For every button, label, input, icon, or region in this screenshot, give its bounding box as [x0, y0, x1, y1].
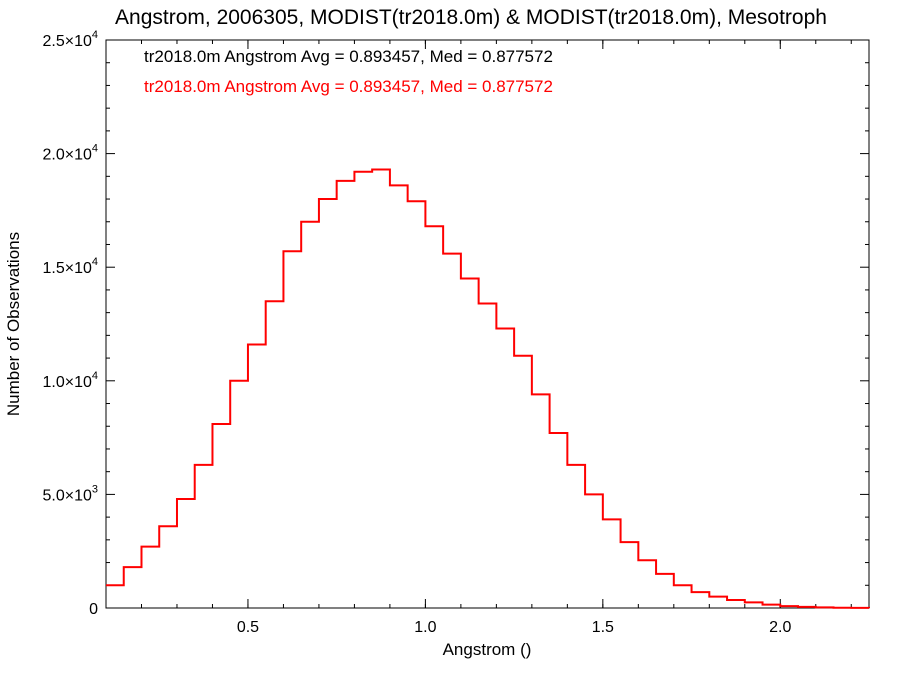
- y-tick-label: 2.0×104: [42, 143, 98, 164]
- y-tick-label: 2.5×104: [42, 29, 98, 50]
- plot-frame: [105, 39, 870, 609]
- y-tick-mantissa: 5.0×10: [42, 487, 91, 504]
- y-tick-exponent: 4: [92, 256, 98, 268]
- x-axis: 0.5 1.0 1.5 2.0: [140, 40, 852, 636]
- x-tick-label: 1.0: [414, 619, 436, 636]
- annotation-black: tr2018.0m Angstrom Avg = 0.893457, Med =…: [144, 47, 553, 66]
- x-tick-label: 1.5: [592, 619, 614, 636]
- y-tick-label: 0: [89, 601, 98, 618]
- y-tick-exponent: 3: [92, 483, 98, 495]
- series-layer: [106, 168, 870, 609]
- y-tick-mantissa: 0: [89, 601, 98, 618]
- y-tick-label: 1.0×104: [42, 370, 98, 391]
- y-tick-mantissa: 2.0×10: [42, 147, 91, 164]
- y-tick-exponent: 4: [92, 29, 98, 41]
- y-axis-label: Number of Observations: [4, 232, 23, 416]
- x-axis-label: Angstrom (): [443, 640, 532, 659]
- y-tick-exponent: 4: [92, 143, 98, 155]
- chart-title: Angstrom, 2006305, MODIST(tr2018.0m) & M…: [115, 6, 827, 29]
- x-tick-label: 2.0: [769, 619, 791, 636]
- y-tick-mantissa: 1.5×10: [42, 260, 91, 277]
- y-tick-label: 5.0×103: [42, 483, 98, 504]
- y-tick-exponent: 4: [92, 370, 98, 382]
- y-tick-mantissa: 2.5×10: [42, 33, 91, 50]
- annotation-red: tr2018.0m Angstrom Avg = 0.893457, Med =…: [144, 77, 553, 96]
- x-tick-label: 0.5: [237, 619, 259, 636]
- y-tick-label: 1.5×104: [42, 256, 98, 277]
- series-line: [106, 168, 870, 609]
- y-tick-mantissa: 1.0×10: [42, 374, 91, 391]
